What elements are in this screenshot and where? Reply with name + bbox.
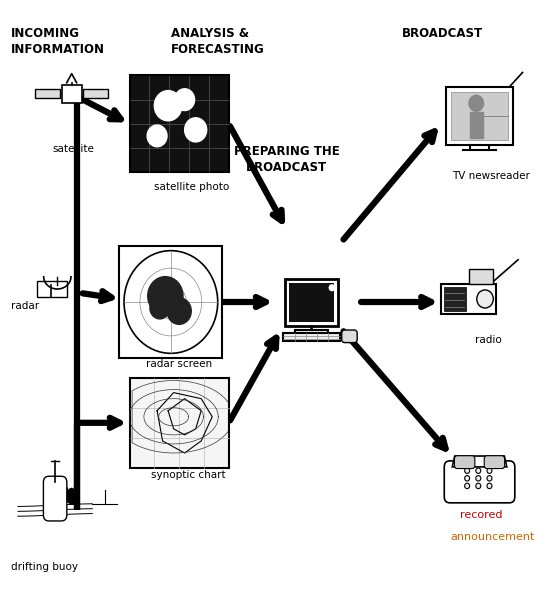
Text: ANALYSIS &
FORECASTING: ANALYSIS & FORECASTING bbox=[171, 27, 265, 56]
Circle shape bbox=[476, 468, 481, 474]
Bar bbox=[62, 85, 81, 103]
Circle shape bbox=[167, 298, 191, 324]
FancyBboxPatch shape bbox=[444, 461, 515, 503]
Circle shape bbox=[487, 468, 492, 474]
Bar bbox=[285, 279, 338, 326]
Bar bbox=[289, 283, 334, 322]
Bar bbox=[37, 281, 67, 297]
Circle shape bbox=[476, 483, 481, 489]
Text: recored: recored bbox=[460, 510, 503, 521]
FancyBboxPatch shape bbox=[455, 455, 475, 469]
Text: satellite: satellite bbox=[52, 144, 94, 154]
Bar bbox=[130, 378, 229, 468]
Text: BROADCAST: BROADCAST bbox=[402, 27, 483, 40]
Bar bbox=[447, 87, 512, 145]
Polygon shape bbox=[470, 112, 483, 138]
Circle shape bbox=[469, 95, 483, 111]
Bar bbox=[83, 89, 108, 98]
Text: announcement: announcement bbox=[451, 532, 535, 542]
Circle shape bbox=[477, 290, 494, 308]
Bar bbox=[451, 92, 507, 140]
Bar bbox=[468, 269, 494, 284]
Text: satellite photo: satellite photo bbox=[154, 182, 229, 193]
Bar bbox=[130, 76, 229, 172]
Circle shape bbox=[329, 285, 335, 291]
Text: radio: radio bbox=[475, 335, 502, 345]
Circle shape bbox=[487, 475, 492, 481]
Text: radar: radar bbox=[11, 301, 39, 311]
Circle shape bbox=[476, 475, 481, 481]
Bar bbox=[119, 245, 222, 359]
FancyBboxPatch shape bbox=[484, 455, 505, 469]
Circle shape bbox=[147, 125, 167, 147]
Text: synoptic chart: synoptic chart bbox=[151, 470, 226, 480]
Circle shape bbox=[150, 297, 170, 319]
Text: radar screen: radar screen bbox=[146, 359, 212, 369]
Circle shape bbox=[124, 251, 218, 353]
Bar bbox=[441, 284, 496, 314]
Bar bbox=[35, 89, 60, 98]
Circle shape bbox=[148, 277, 183, 315]
Bar bbox=[284, 333, 340, 341]
Circle shape bbox=[465, 468, 470, 474]
Circle shape bbox=[185, 118, 207, 142]
Text: INCOMING
INFORMATION: INCOMING INFORMATION bbox=[11, 27, 105, 56]
Bar bbox=[444, 287, 466, 311]
Text: PREPARING THE
BROADCAST: PREPARING THE BROADCAST bbox=[234, 145, 340, 174]
Circle shape bbox=[465, 475, 470, 481]
Text: drifting buoy: drifting buoy bbox=[11, 562, 78, 572]
Circle shape bbox=[487, 483, 492, 489]
Circle shape bbox=[465, 483, 470, 489]
Bar bbox=[295, 330, 328, 333]
FancyBboxPatch shape bbox=[43, 476, 67, 521]
FancyBboxPatch shape bbox=[342, 330, 357, 342]
Polygon shape bbox=[452, 456, 507, 467]
Circle shape bbox=[175, 89, 194, 111]
Text: TV newsreader: TV newsreader bbox=[452, 171, 530, 181]
Circle shape bbox=[154, 91, 182, 121]
